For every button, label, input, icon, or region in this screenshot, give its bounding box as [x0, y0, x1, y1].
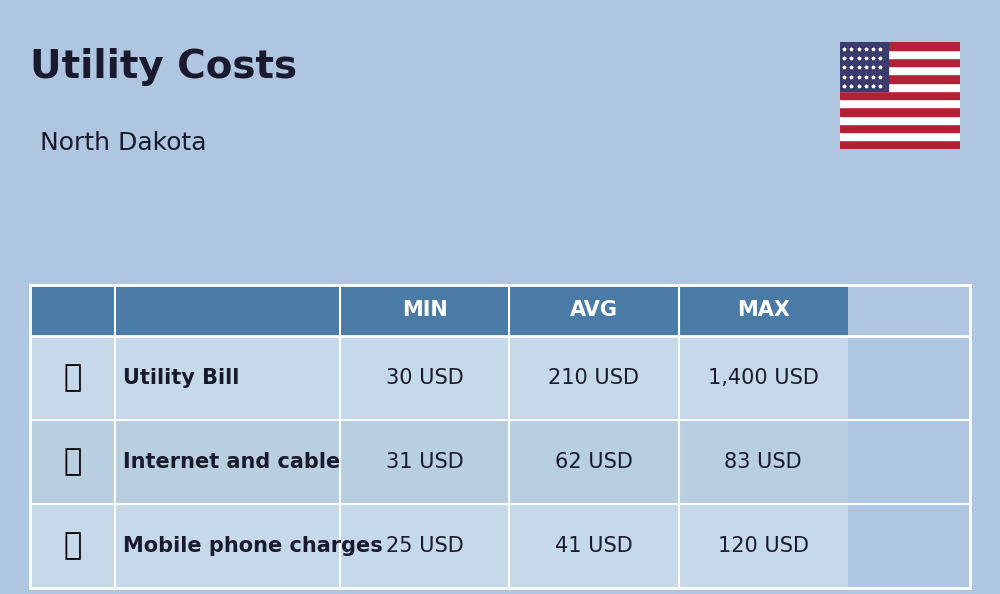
Text: 25 USD: 25 USD [386, 536, 464, 556]
Bar [509, 285, 679, 336]
Bar [840, 108, 960, 116]
Bar [679, 285, 848, 336]
Bar [30, 504, 115, 588]
Bar [679, 504, 848, 588]
Text: 1,400 USD: 1,400 USD [708, 368, 819, 388]
Bar [840, 132, 960, 140]
Bar [30, 336, 115, 420]
Bar [679, 420, 848, 504]
Bar [840, 74, 960, 83]
Bar [509, 504, 679, 588]
Bar [840, 116, 960, 124]
Bar [340, 420, 509, 504]
Text: 83 USD: 83 USD [724, 452, 802, 472]
Bar [840, 83, 960, 91]
Bar [840, 140, 960, 148]
Text: Mobile phone charges: Mobile phone charges [123, 536, 382, 556]
Bar [340, 336, 509, 420]
Bar [840, 42, 960, 50]
Text: MAX: MAX [737, 301, 790, 320]
Bar [840, 67, 960, 74]
Text: 41 USD: 41 USD [555, 536, 633, 556]
Text: 31 USD: 31 USD [386, 452, 464, 472]
Bar [840, 42, 888, 91]
Bar [340, 285, 509, 336]
Bar [30, 285, 115, 336]
Bar [115, 285, 340, 336]
Bar [30, 420, 115, 504]
Bar [840, 99, 960, 108]
Bar [509, 420, 679, 504]
Text: MIN: MIN [402, 301, 448, 320]
Bar [840, 124, 960, 132]
Bar [115, 336, 340, 420]
Bar [509, 336, 679, 420]
Text: North Dakota: North Dakota [40, 131, 207, 154]
Text: Utility Costs: Utility Costs [30, 48, 297, 86]
Bar [840, 50, 960, 58]
Text: 30 USD: 30 USD [386, 368, 464, 388]
Text: 📱: 📱 [63, 532, 81, 561]
Bar [840, 91, 960, 99]
Text: 120 USD: 120 USD [718, 536, 809, 556]
Text: 210 USD: 210 USD [548, 368, 640, 388]
Text: 62 USD: 62 USD [555, 452, 633, 472]
Bar [115, 504, 340, 588]
Text: Utility Bill: Utility Bill [123, 368, 239, 388]
Text: 📡: 📡 [63, 447, 81, 476]
Bar [679, 336, 848, 420]
Text: 🔌: 🔌 [63, 363, 81, 392]
Bar [340, 504, 509, 588]
Text: AVG: AVG [570, 301, 618, 320]
Bar [840, 58, 960, 67]
Bar [115, 420, 340, 504]
Text: Internet and cable: Internet and cable [123, 452, 340, 472]
